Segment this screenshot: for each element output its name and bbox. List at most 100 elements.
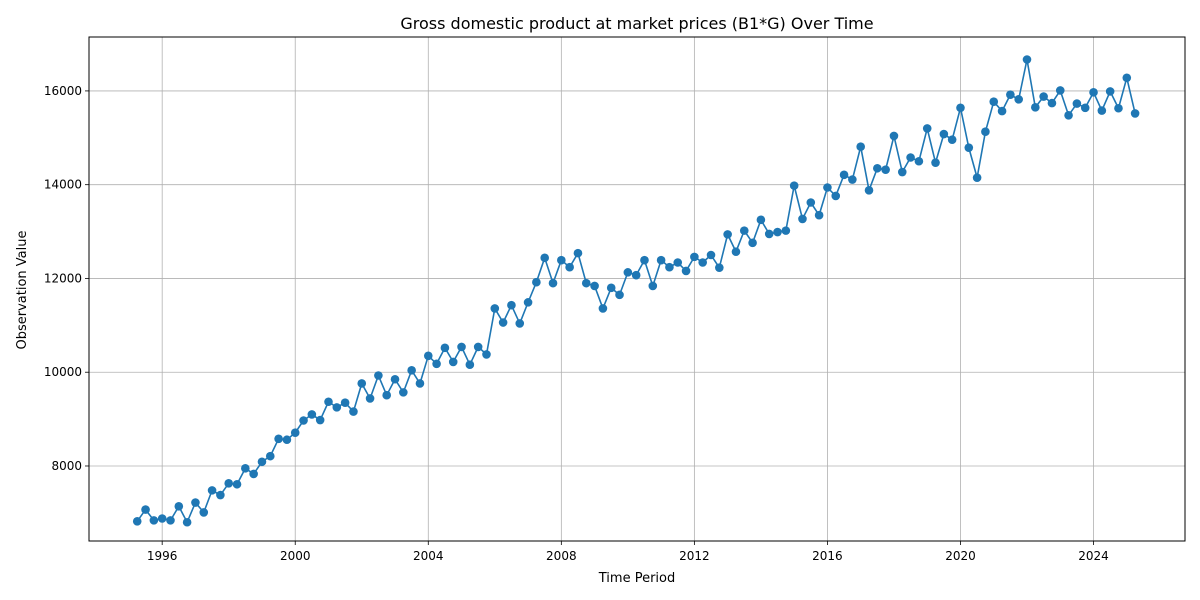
data-point (365, 394, 375, 403)
data-point (889, 131, 899, 141)
data-point (265, 451, 275, 461)
data-point (407, 366, 416, 375)
data-point (773, 227, 782, 237)
data-point (764, 229, 774, 239)
data-point (548, 278, 558, 288)
data-point (606, 283, 616, 293)
data-point (581, 278, 591, 288)
data-point (573, 248, 583, 258)
data-point (141, 505, 150, 514)
data-point (182, 517, 192, 527)
data-point (490, 304, 500, 313)
data-point (897, 167, 907, 177)
data-point (1130, 109, 1140, 118)
data-point (781, 226, 791, 235)
data-point (756, 215, 766, 225)
data-point (665, 262, 674, 272)
data-point (199, 508, 209, 517)
data-point (498, 318, 508, 327)
data-point (798, 214, 807, 224)
x-tick-label: 2012 (679, 549, 710, 563)
data-point (939, 129, 949, 139)
data-point (1006, 90, 1015, 99)
data-point (432, 359, 441, 369)
data-point (191, 498, 200, 507)
data-point (332, 403, 342, 412)
data-point (357, 379, 367, 388)
data-point (324, 397, 333, 407)
data-point (823, 183, 832, 192)
data-point (565, 262, 574, 272)
data-point (132, 517, 142, 526)
data-point (906, 153, 915, 162)
data-point (914, 156, 924, 166)
data-point (997, 106, 1007, 116)
data-point (831, 191, 841, 201)
data-point (690, 252, 699, 262)
data-point (947, 135, 957, 144)
data-point (216, 490, 225, 500)
data-point (157, 514, 167, 523)
data-point (814, 210, 824, 220)
y-tick-label: 10000 (44, 365, 82, 379)
data-point (1055, 86, 1065, 95)
data-point (415, 379, 425, 388)
data-point (232, 479, 242, 489)
axis-ticks: 1996 2000 2004 2008 2012 2016 2020 2024 8000 1000… (44, 84, 1109, 563)
data-point (290, 428, 300, 438)
data-point (631, 270, 641, 280)
data-point (166, 516, 175, 525)
data-point (839, 170, 849, 180)
data-point (656, 255, 666, 265)
data-point (257, 457, 267, 467)
data-point (964, 143, 974, 152)
x-axis-label: Time Period (598, 571, 675, 586)
data-point (274, 434, 283, 444)
data-point (922, 124, 932, 133)
data-point (1064, 111, 1073, 120)
data-point (299, 416, 308, 425)
data-series (132, 55, 1140, 527)
data-point (315, 415, 325, 425)
y-tick-label: 8000 (51, 459, 82, 473)
data-point (390, 374, 400, 384)
data-point (681, 266, 691, 276)
data-point (956, 103, 965, 113)
data-point (224, 479, 233, 488)
data-point (806, 198, 816, 207)
x-tick-label: 2020 (945, 549, 976, 563)
x-tick-label: 1996 (147, 549, 178, 563)
data-point (648, 281, 658, 291)
y-tick-label: 16000 (44, 84, 82, 98)
data-point (532, 277, 541, 287)
data-point (873, 163, 882, 173)
data-point (931, 158, 940, 167)
x-tick-label: 2024 (1078, 549, 1109, 563)
data-point (715, 263, 724, 272)
data-point (864, 186, 874, 195)
data-point (698, 258, 707, 267)
data-point (1047, 98, 1057, 108)
data-point (856, 142, 865, 152)
data-point (457, 342, 466, 352)
data-point (1039, 92, 1048, 101)
data-point (723, 230, 732, 239)
data-point (590, 281, 599, 291)
data-point (557, 255, 566, 265)
data-point (507, 300, 516, 310)
data-point (640, 255, 649, 265)
data-point (465, 360, 475, 370)
data-point (473, 342, 483, 352)
data-point (241, 464, 250, 473)
data-point (149, 516, 159, 525)
data-point (349, 407, 358, 416)
data-point (249, 469, 258, 479)
data-point (1022, 55, 1032, 64)
data-point (374, 371, 383, 380)
data-point (981, 127, 990, 137)
data-point (1031, 103, 1040, 112)
data-point (673, 258, 683, 267)
data-point (1122, 73, 1132, 83)
data-point (307, 410, 317, 419)
